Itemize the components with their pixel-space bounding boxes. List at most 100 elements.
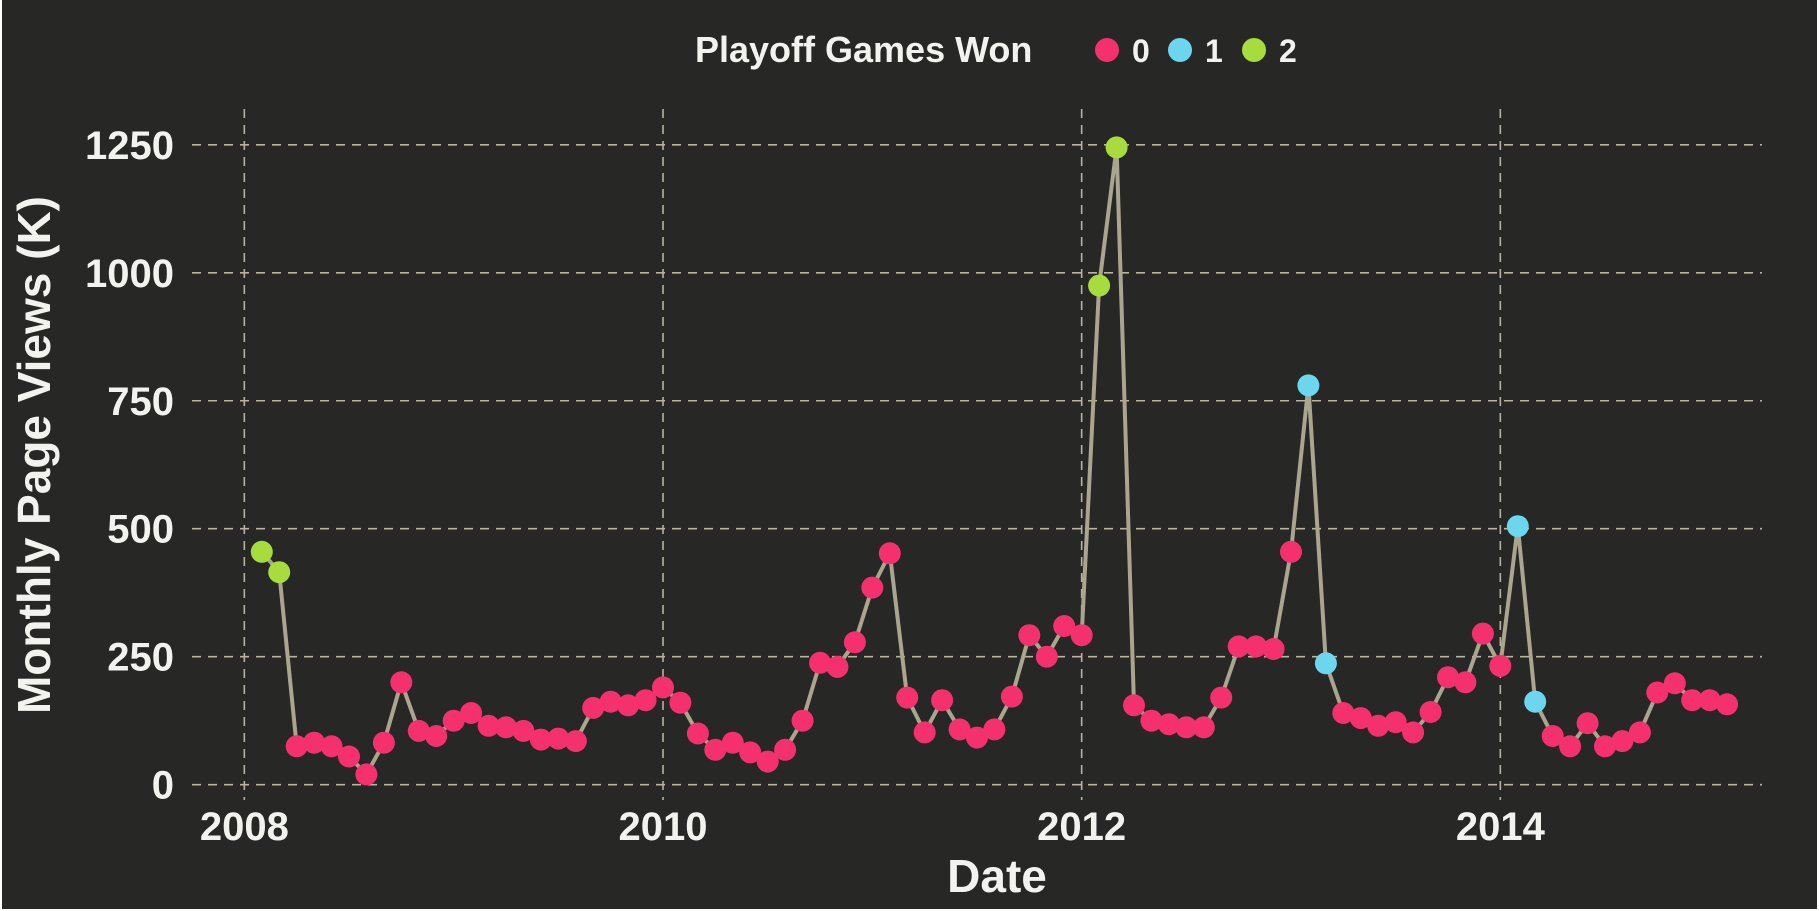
data-point xyxy=(1541,725,1564,747)
y-tick-label: 1000 xyxy=(85,252,174,296)
data-point xyxy=(1437,666,1459,689)
data-point xyxy=(686,722,709,745)
series-line xyxy=(260,145,1728,777)
data-point xyxy=(669,691,692,714)
data-point xyxy=(1297,374,1320,397)
data-point xyxy=(652,676,674,699)
data-point xyxy=(425,725,448,747)
data-point xyxy=(1280,540,1302,563)
data-point xyxy=(1140,709,1163,732)
data-point xyxy=(1262,638,1285,660)
data-point xyxy=(250,540,273,563)
data-point xyxy=(1314,652,1337,675)
legend-swatch-1 xyxy=(1168,38,1192,62)
data-point xyxy=(1367,714,1390,737)
data-point xyxy=(791,709,814,732)
data-point xyxy=(1559,735,1582,758)
data-point xyxy=(1454,671,1477,694)
data-point xyxy=(442,709,465,732)
x-tick-label: 2012 xyxy=(1037,805,1126,849)
data-point xyxy=(1105,136,1128,159)
data-point xyxy=(913,721,936,744)
y-tick-label: 0 xyxy=(152,764,174,808)
tick-labels: 0 250 500 750 1000 1250 2008 2010 2012 2014 xyxy=(85,124,1546,849)
data-point xyxy=(1227,635,1250,658)
data-point xyxy=(1035,645,1058,668)
legend-swatch-2 xyxy=(1242,38,1266,62)
data-point xyxy=(285,735,308,758)
data-point xyxy=(1419,701,1442,723)
data-point xyxy=(843,631,866,654)
x-tick-label: 2010 xyxy=(619,805,708,849)
data-point xyxy=(1663,672,1686,695)
data-point xyxy=(1489,654,1512,677)
data-point xyxy=(896,686,919,709)
legend-label-2: 2 xyxy=(1279,33,1297,69)
data-point xyxy=(355,763,378,786)
data-point xyxy=(460,702,483,724)
legend-label-1: 1 xyxy=(1205,33,1223,69)
points-layer xyxy=(250,136,1739,786)
data-point xyxy=(1524,690,1547,713)
data-point xyxy=(320,735,343,758)
data-point xyxy=(1123,694,1145,717)
data-point xyxy=(1053,615,1076,637)
data-point xyxy=(1594,735,1616,758)
data-point xyxy=(1157,713,1180,736)
y-tick-label: 250 xyxy=(107,636,174,680)
data-point xyxy=(372,731,395,754)
data-point xyxy=(1471,622,1494,645)
data-point xyxy=(1506,515,1529,538)
data-point xyxy=(529,728,552,751)
data-point xyxy=(1646,681,1669,704)
x-axis-title: Date xyxy=(947,850,1047,902)
gridlines xyxy=(192,109,1762,800)
data-point xyxy=(617,694,640,717)
data-point xyxy=(1175,716,1198,739)
data-point xyxy=(1716,693,1739,716)
y-axis-title: Monthly Page Views (K) xyxy=(8,196,60,714)
data-point xyxy=(826,655,849,678)
data-point xyxy=(1332,702,1355,724)
data-point xyxy=(774,738,797,761)
y-tick-label: 500 xyxy=(107,508,174,552)
data-point xyxy=(1192,716,1215,739)
y-tick-label: 1250 xyxy=(85,124,174,168)
data-point xyxy=(338,745,360,768)
data-point xyxy=(1210,686,1233,709)
data-point xyxy=(931,689,954,712)
legend-title: Playoff Games Won xyxy=(695,29,1032,70)
data-point xyxy=(477,714,500,737)
data-point xyxy=(564,730,587,753)
data-point xyxy=(1000,685,1023,708)
data-point xyxy=(1384,711,1407,734)
data-point xyxy=(1698,689,1721,712)
data-point xyxy=(983,718,1006,741)
data-point xyxy=(495,716,517,739)
data-point xyxy=(721,731,744,754)
data-point xyxy=(634,689,657,712)
x-tick-label: 2014 xyxy=(1456,805,1546,849)
data-point xyxy=(1576,712,1599,735)
data-point xyxy=(948,718,971,741)
data-point xyxy=(599,690,622,713)
data-point xyxy=(268,561,291,584)
data-point xyxy=(547,727,570,750)
data-point xyxy=(861,576,884,599)
data-point xyxy=(512,719,535,742)
data-point xyxy=(1088,274,1111,297)
data-point xyxy=(303,731,326,754)
data-point xyxy=(1070,624,1093,647)
data-point xyxy=(966,726,988,749)
data-point xyxy=(739,741,762,764)
data-point xyxy=(1628,721,1651,744)
legend-label-0: 0 xyxy=(1132,33,1150,69)
data-point xyxy=(390,671,413,694)
data-point xyxy=(1349,707,1372,730)
data-point xyxy=(1681,689,1704,712)
data-point xyxy=(756,750,779,773)
data-point xyxy=(1018,624,1041,647)
y-tick-label: 750 xyxy=(107,380,174,424)
data-point xyxy=(809,651,831,674)
